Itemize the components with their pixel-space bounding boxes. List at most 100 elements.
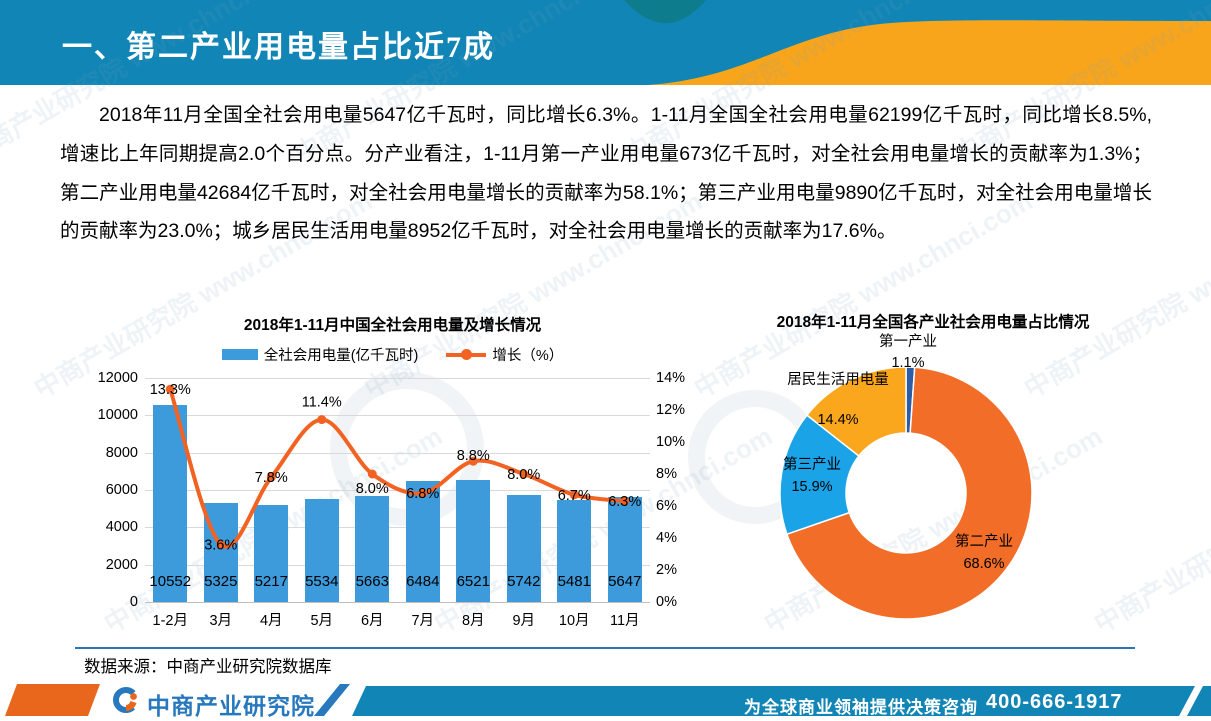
- growth-value-label: 6.8%: [406, 486, 439, 502]
- y-axis-label-left: 8000: [105, 444, 138, 461]
- bar-value-label: 6484: [406, 573, 440, 590]
- combo-chart-legend: 全社会用电量(亿千瓦时) 增长（%）: [80, 344, 705, 365]
- donut-value-primary-industry: 1.1%: [891, 355, 925, 371]
- category-label: 10月: [558, 613, 590, 629]
- body-paragraph: 2018年11月全国全社会用电量5647亿千瓦时，同比增长6.3%。1-11月全…: [60, 104, 1152, 243]
- donut-slice: [805, 366, 907, 457]
- page-title: 一、第二产业用电量占比近7成: [62, 31, 495, 64]
- donut-label-primary-industry: 第一产业: [879, 334, 937, 350]
- category-label: 1-2月: [152, 613, 188, 629]
- growth-value-label: 13.3%: [150, 382, 191, 398]
- combo-chart-title: 2018年1-11月中国全社会用电量及增长情况: [243, 317, 542, 334]
- grid-line: [145, 527, 650, 529]
- y-axis-label-left: 10000: [97, 407, 138, 424]
- footer-white-slash: [1179, 686, 1203, 716]
- y-axis-label-left: 0: [129, 594, 138, 610]
- y-axis-label-left: 2000: [105, 556, 138, 573]
- bar-value-label: 5217: [254, 573, 288, 590]
- footer-bar: 中商产业研究院 为全球商业领袖提供决策咨询 400-666-1917: [0, 684, 1211, 719]
- footer-orange-shape: [5, 684, 100, 716]
- category-label: 5月: [310, 613, 334, 629]
- category-label: 6月: [360, 613, 384, 629]
- bar: [557, 499, 592, 602]
- category-label: 3月: [209, 613, 233, 629]
- legend-item-consumption: 全社会用电量(亿千瓦时): [221, 344, 419, 365]
- bar: [254, 504, 289, 602]
- donut-slice: [785, 366, 1033, 620]
- legend-label-consumption: 全社会用电量(亿千瓦时): [263, 348, 419, 364]
- combo-chart: 2018年1-11月中国全社会用电量及增长情况 全社会用电量(亿千瓦时) 增长（…: [80, 308, 705, 642]
- category-label: 8月: [461, 613, 485, 629]
- category-label: 7月: [411, 613, 435, 629]
- donut-chart-title: 2018年1-11月全国各产业社会用电量占比情况: [776, 314, 1090, 331]
- footer-slash: [314, 684, 350, 716]
- brand-ring-orange: [126, 701, 137, 711]
- bar: [304, 498, 339, 602]
- legend-label-growth: 增长（%）: [492, 348, 564, 364]
- growth-line-point: [216, 539, 226, 549]
- growth-value-label: 7.8%: [255, 470, 288, 486]
- header-bar: 一、第二产业用电量占比近7成: [0, 0, 1211, 85]
- growth-value-label: 8.8%: [457, 448, 490, 464]
- grid-line: [145, 415, 650, 417]
- y-axis-label-right: 12%: [656, 402, 686, 418]
- growth-line-svg: 13.3% 3.6% 7.8% 11.4% 8.0% 6.8% 8.8% 8.0% 6.7% 6.…: [150, 382, 642, 553]
- growth-line-point: [418, 488, 428, 498]
- y-axis-label-right: 0%: [656, 594, 677, 610]
- donut-value-residential: 14.4%: [817, 412, 859, 428]
- category-label: 9月: [512, 613, 536, 629]
- growth-value-label: 11.4%: [302, 395, 342, 411]
- legend-item-growth: 增长（%）: [446, 344, 563, 365]
- y-axis-label-right: 6%: [656, 498, 677, 514]
- bar: [607, 496, 642, 602]
- header-decor: [624, 0, 1211, 85]
- grid-line: [145, 452, 650, 454]
- y-axis-label-right: 14%: [656, 370, 686, 386]
- bar-value-label: 10552: [149, 573, 192, 590]
- line-legend-swatch: [446, 349, 487, 360]
- footer-slogan: 为全球商业领袖提供决策咨询: [744, 698, 978, 717]
- donut-chart: 2018年1-11月全国各产业社会用电量占比情况 第一产业 1.1% 居民生活用…: [740, 305, 1140, 645]
- y-axis-label-left: 12000: [97, 370, 138, 386]
- brand-dot: [130, 693, 137, 700]
- donut-label-secondary-industry: 第二产业: [955, 534, 1013, 550]
- bar-value-label: 5325: [204, 573, 238, 590]
- growth-line-point: [620, 496, 630, 506]
- y-axis-label-right: 8%: [656, 466, 677, 482]
- bar-value-label: 5534: [305, 573, 339, 590]
- bar-value-label: 5647: [608, 573, 642, 590]
- grid-line: [145, 602, 650, 603]
- y-axis-label-right: 4%: [656, 530, 677, 546]
- donut-value-secondary-industry: 68.6%: [963, 556, 1005, 572]
- donut-value-tertiary-industry: 15.9%: [791, 479, 833, 495]
- growth-line-point: [468, 456, 478, 466]
- footer-phone: 400-666-1917: [986, 691, 1123, 713]
- donut-svg: [779, 366, 1033, 620]
- growth-value-label: 6.7%: [558, 488, 591, 504]
- y-axis-label-right: 10%: [656, 434, 686, 450]
- y-axis-label-left: 4000: [105, 519, 138, 536]
- grid-line: [145, 378, 650, 379]
- growth-line-point: [266, 472, 276, 482]
- growth-line: [168, 388, 626, 549]
- donut-label-tertiary-industry: 第三产业: [783, 457, 841, 473]
- source-divider: [75, 647, 1135, 649]
- header-orange-swoosh: [648, 20, 1211, 85]
- bar: [355, 496, 390, 602]
- brand-logo-icon: [113, 687, 139, 713]
- growth-line-point: [317, 415, 327, 425]
- bar-value-label: 5481: [557, 573, 591, 590]
- growth-line-point: [569, 490, 579, 500]
- bar-value-label: 5742: [507, 573, 541, 590]
- donut-label-residential: 居民生活用电量: [787, 372, 889, 388]
- grid-line: [145, 564, 650, 566]
- category-label: 11月: [609, 613, 640, 629]
- growth-value-label: 6.3%: [608, 494, 641, 510]
- bar-legend-swatch: [221, 349, 258, 360]
- source-note: 数据来源：中商产业研究院数据库: [84, 658, 332, 676]
- growth-line-point: [519, 469, 529, 479]
- growth-value-label: 3.6%: [204, 537, 237, 553]
- bar: [456, 480, 491, 602]
- bar: [506, 494, 541, 602]
